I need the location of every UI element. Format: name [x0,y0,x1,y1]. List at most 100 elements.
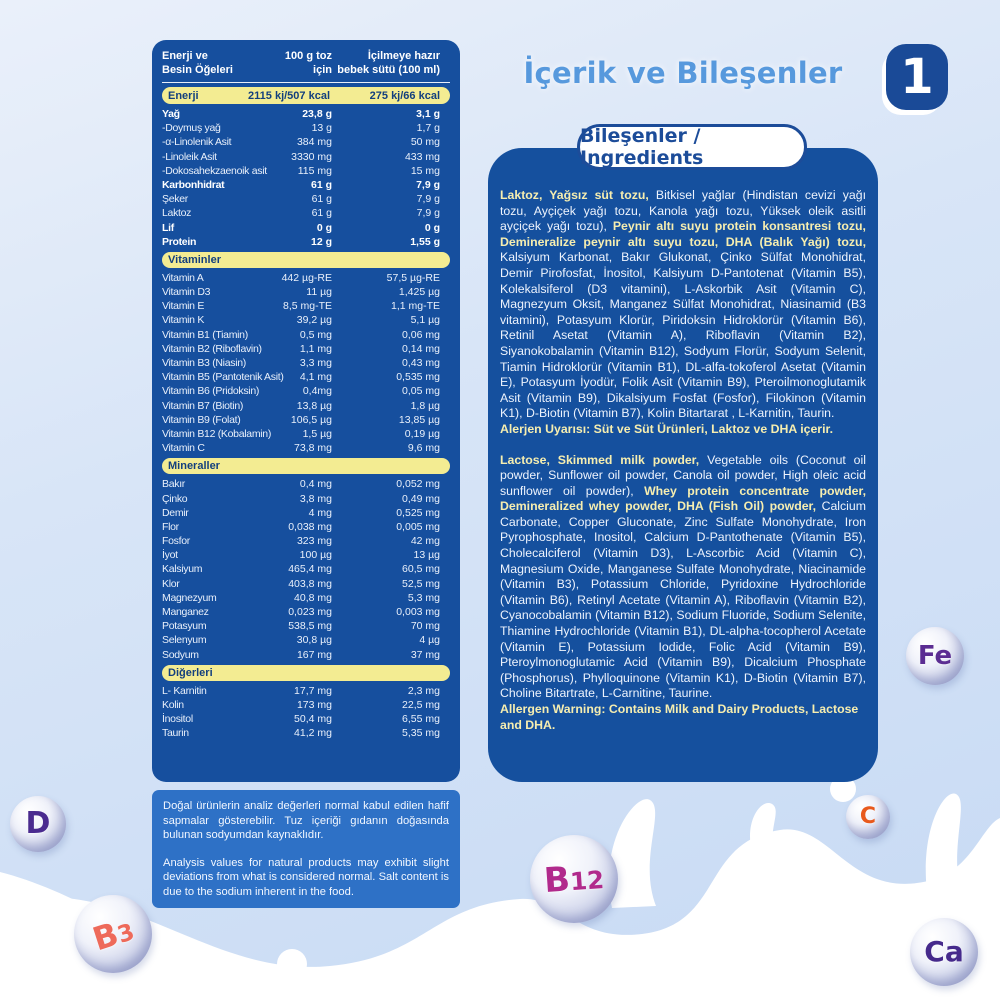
row-value-per-100ml: 1,1 mg-TE [390,300,440,313]
row-value-per-100ml: 0,49 mg [402,492,440,505]
row-label: Fosfor [162,535,190,548]
ingredient-segment: Peynir altı suyu protein konsantresi toz… [500,219,866,249]
row-label: Taurin [162,727,189,740]
row-value-per-100ml: 13 µg [413,549,441,562]
row-label: Vitamin D3 [162,286,211,299]
ingredient-segment: Laktoz, Yağsız süt tozu, [500,188,656,202]
row-value-per-100ml: 7,9 g [416,178,440,191]
row-value-per-100ml: 42 mg [410,535,440,548]
row-label: Selenyum [162,634,207,647]
row-label: Klor [162,577,180,590]
disclaimer-panel: Doğal ürünlerin analiz değerleri normal … [152,790,460,908]
table-row: Vitamin E 8,5 mg-TE 1,1 mg-TE [162,299,450,313]
row-value-per-100g: 13 g [311,122,332,135]
table-row: Vitamin K 39,2 µg 5,1 µg [162,313,450,327]
row-label: -α-Linolenik Asit [162,136,232,149]
row-value-per-100ml: 57,5 µg-RE [386,271,440,284]
allergen-warning-english: Allergen Warning: Contains Milk and Dair… [500,702,859,732]
row-value-per-100ml: 13,85 µg [398,413,440,426]
row-value-per-100ml: 15 mg [410,164,440,177]
page-number-badge: 1 [886,44,948,110]
ingredient-segment: Kalsiyum Karbonat, Bakır Glukonat, Çinko… [500,250,866,421]
table-row: -Dokosahekzaenoik asit 115 mg 15 mg [162,164,450,178]
row-value-per-100g: 442 µg-RE [281,271,332,284]
row-value-per-100ml: 0 g [424,221,440,234]
row-value-per-100g: 11 µg [306,286,332,299]
row-value-per-100ml: 5,3 mg [407,591,440,604]
row-value-per-100g: 465,4 mg [288,563,332,576]
table-row: Vitamin B5 (Pantotenik Asit) 4,1 mg 0,535 … [162,370,450,384]
row-value-per-100ml: 0,05 mg [402,385,440,398]
row-value-per-100g: 3,3 mg [299,357,332,369]
row-value-per-100ml: 7,9 g [416,193,440,206]
row-value-per-100g: 115 mg [297,164,332,177]
row-value-per-100g: 384 mg [296,136,332,149]
row-value-per-100g: 1,5 µg [302,427,332,440]
table-row: Sodyum 167 mg 37 mg [162,648,450,662]
row-value-per-100g: 61 g [311,207,332,220]
row-value-per-100ml: 70 mg [410,620,440,633]
table-row: Vitamin B12 (Kobalamin) 1,5 µg 0,19 µg [162,427,450,441]
ingredients-pill-label: Bileşenler / Ingredients [577,124,807,170]
row-value-per-100g: 100 µg [299,549,332,562]
row-value-per-100ml: 0,14 mg [402,342,440,355]
row-label: -Doymuş yağ [162,122,221,135]
row-value-per-100g: 1,1 mg [299,342,332,355]
row-label: Lif [162,221,174,234]
row-value-per-100ml: 6,55 mg [402,713,440,726]
row-label: Flor [162,520,179,533]
table-row: -α-Linolenik Asit 384 mg 50 mg [162,135,450,149]
table-section-header: Mineraller [162,458,450,475]
table-section-header: Vitaminler [162,251,450,268]
row-value-per-100ml: 0,003 mg [396,606,440,618]
table-row: Vitamin B3 (Niasin) 3,3 mg 0,43 mg [162,356,450,370]
ingredient-segment: Calcium Carbonate, Copper Gluconate, Zin… [500,499,866,701]
row-label: Kolin [162,698,184,711]
allergen-warning-turkish: Alerjen Uyarısı: Süt ve Süt Ürünleri, La… [500,421,834,436]
row-value-per-100ml: 0,005 mg [396,520,440,533]
table-row: Şeker 61 g 7,9 g [162,192,450,206]
row-value-per-100g: 3,8 mg [299,492,332,505]
row-value-per-100g: 12 g [310,235,332,248]
row-value-per-100g: 2115 kj/507 kcal [248,89,330,102]
header-col-per-100ml: İçilmeye hazır bebek sütü (100 ml) [337,50,440,76]
row-value-per-100g: 13,8 µg [296,399,332,412]
row-label: Çinko [162,492,188,505]
row-value-per-100ml: 275 kj/66 kcal [369,89,440,102]
row-label: Vitamin B3 (Niasin) [162,357,246,369]
bubble-b12: B12 [530,835,618,923]
row-value-per-100g: 0,4mg [302,385,332,398]
row-value-per-100g: 40,8 mg [294,591,332,604]
row-value-per-100ml: 0,525 mg [396,506,440,519]
row-value-per-100g: 41,2 mg [294,727,332,740]
table-row: Kalsiyum 465,4 mg 60,5 mg [162,562,450,576]
row-label: Laktoz [162,207,192,220]
row-value-per-100ml: 0,535 mg [396,371,440,384]
row-label: Magnezyum [162,591,217,604]
ingredients-turkish: Laktoz, Yağsız süt tozu, Bitkisel yağlar… [500,188,866,422]
row-value-per-100ml: 2,3 mg [407,684,440,697]
bubble-label: Fe [917,641,953,671]
row-value-per-100ml: 0,052 mg [396,478,440,491]
row-label: Demir [162,506,189,519]
row-value-per-100ml: 5,35 mg [402,727,440,740]
row-label: -Dokosahekzaenoik asit [162,164,267,177]
row-value-per-100g: 23,8 g [302,108,332,120]
row-value-per-100g: 50,4 mg [294,713,332,726]
row-value-per-100g: 538,5 mg [288,620,332,633]
table-row: Potasyum 538,5 mg 70 mg [162,619,450,633]
row-label: Manganez [162,606,209,618]
paragraph-gap [500,438,866,453]
row-value-per-100g: 106,5 µg [290,413,332,426]
table-row: -Linoleik Asit 3330 mg 433 mg [162,150,450,164]
bubble-label: Ca [924,935,964,968]
table-row: Protein 12 g 1,55 g [162,235,450,249]
bubble-c: C [846,795,890,839]
row-label: Vitamin B2 (Riboflavin) [162,342,262,355]
row-value-per-100ml: 1,55 g [410,235,440,248]
row-label: -Linoleik Asit [162,150,217,163]
row-label: Vitamin C [162,442,205,455]
row-value-per-100g: 0 g [316,221,332,234]
row-label: Kalsiyum [162,563,203,576]
